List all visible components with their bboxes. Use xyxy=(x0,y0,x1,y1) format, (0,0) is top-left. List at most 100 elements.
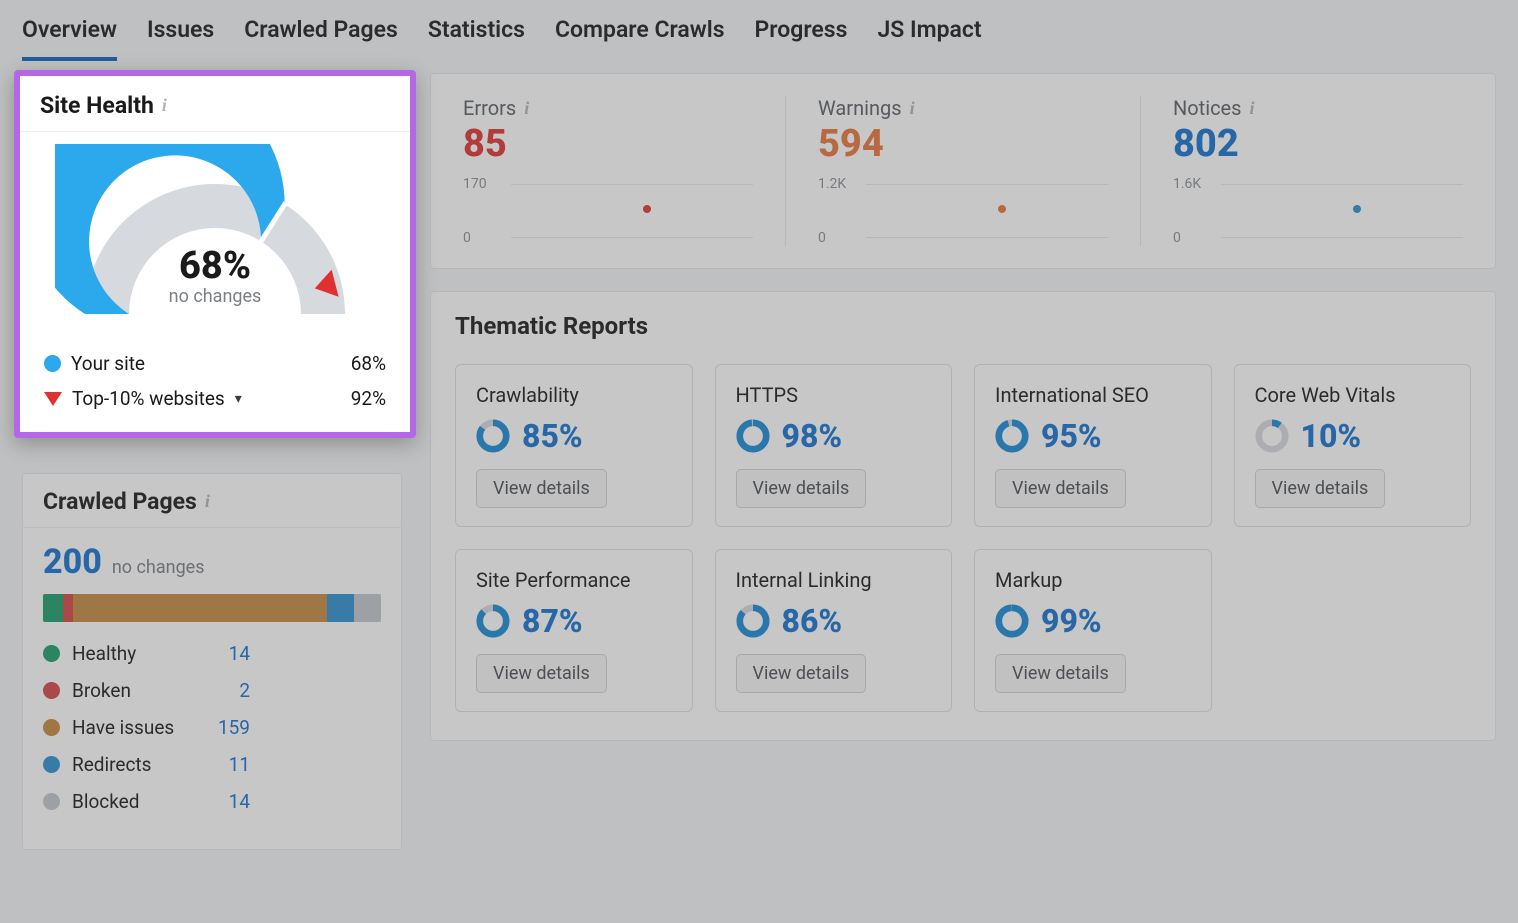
view-details-button[interactable]: View details xyxy=(995,654,1126,693)
legend-top10-left: Top-10% websites ▾ xyxy=(44,387,242,410)
thematic-card-title: Site Performance xyxy=(476,568,672,592)
crawled-legend-row[interactable]: Have issues 159 xyxy=(43,716,381,739)
crawled-legend-value: 159 xyxy=(214,716,250,739)
thematic-score-row: 86% xyxy=(736,602,932,640)
sparkline-gridline xyxy=(511,184,753,185)
thematic-score-row: 95% xyxy=(995,417,1191,455)
view-details-button[interactable]: View details xyxy=(995,469,1126,508)
thematic-pct: 85% xyxy=(522,417,583,455)
thematic-card: Core Web Vitals 10% View details xyxy=(1234,364,1472,527)
crawled-bar-seg-broken xyxy=(63,594,73,622)
warnings-sparkline: 1.2K 0 xyxy=(818,176,1108,246)
thematic-score-row: 99% xyxy=(995,602,1191,640)
view-details-button[interactable]: View details xyxy=(476,469,607,508)
circle-icon xyxy=(43,793,60,810)
crawled-legend-label: Have issues xyxy=(72,716,202,739)
view-details-button[interactable]: View details xyxy=(1255,469,1386,508)
crawled-legend-row[interactable]: Healthy 14 xyxy=(43,642,381,665)
thematic-score-row: 85% xyxy=(476,417,672,455)
warnings-value[interactable]: 594 xyxy=(818,122,1108,166)
info-icon[interactable]: i xyxy=(1249,98,1254,119)
view-details-button[interactable]: View details xyxy=(476,654,607,693)
crawled-legend-value: 14 xyxy=(214,642,250,665)
notices-value[interactable]: 802 xyxy=(1173,122,1463,166)
notices-stat: Notices i 802 1.6K 0 xyxy=(1140,96,1495,246)
sparkline-gridline xyxy=(1221,237,1463,238)
sparkline-gridline xyxy=(1221,184,1463,185)
thematic-score-row: 10% xyxy=(1255,417,1451,455)
legend-top10-label: Top-10% websites xyxy=(72,387,225,410)
site-health-legend: Your site 68% Top-10% websites ▾ 92% xyxy=(20,334,410,432)
info-icon[interactable]: i xyxy=(524,98,529,119)
donut-icon xyxy=(736,419,770,453)
view-details-button[interactable]: View details xyxy=(736,654,867,693)
thematic-card: Internal Linking86%View details xyxy=(715,549,953,712)
notices-label-row: Notices i xyxy=(1173,96,1463,120)
legend-your-site-value: 68% xyxy=(351,352,386,375)
info-icon[interactable]: i xyxy=(205,491,210,512)
info-icon[interactable]: i xyxy=(910,98,915,119)
tab-js-impact[interactable]: JS Impact xyxy=(877,16,981,61)
tab-compare-crawls[interactable]: Compare Crawls xyxy=(555,16,725,61)
notices-label: Notices xyxy=(1173,96,1241,120)
tab-statistics[interactable]: Statistics xyxy=(428,16,525,61)
errors-label-row: Errors i xyxy=(463,96,753,120)
site-health-header: Site Health i xyxy=(20,76,410,132)
crawled-legend-label: Healthy xyxy=(72,642,202,665)
errors-ymin: 0 xyxy=(463,230,471,246)
donut-icon xyxy=(476,419,510,453)
chevron-down-icon[interactable]: ▾ xyxy=(235,391,242,407)
thematic-score-row: 87% xyxy=(476,602,672,640)
errors-ymax: 170 xyxy=(463,176,487,192)
thematic-pct: 95% xyxy=(1041,417,1102,455)
donut-icon xyxy=(995,604,1029,638)
crawled-pages-body: 200 no changes Healthy 14 Broken2 Have issu… xyxy=(23,528,401,849)
info-icon[interactable]: i xyxy=(162,95,167,116)
tab-issues[interactable]: Issues xyxy=(147,16,214,61)
sparkline-gridline xyxy=(866,237,1108,238)
crawled-legend-row[interactable]: Broken2 xyxy=(43,679,381,702)
thematic-pct: 99% xyxy=(1041,602,1102,640)
circle-icon xyxy=(43,645,60,662)
thematic-card: Crawlability85%View details xyxy=(455,364,693,527)
tab-progress[interactable]: Progress xyxy=(755,16,848,61)
warnings-label-row: Warnings i xyxy=(818,96,1108,120)
notices-sparkline: 1.6K 0 xyxy=(1173,176,1463,246)
site-health-card: Site Health i 68%no changes Your site 68… xyxy=(14,70,416,438)
thematic-pct: 98% xyxy=(782,417,843,455)
legend-your-site-label: Your site xyxy=(71,352,145,375)
svg-text:68%: 68% xyxy=(179,244,251,288)
circle-icon xyxy=(43,756,60,773)
site-health-gauge: 68%no changes xyxy=(20,132,410,334)
thematic-card: Site Performance 87% View details xyxy=(455,549,693,712)
thematic-card-title: Markup xyxy=(995,568,1191,592)
crawled-legend-row[interactable]: Redirects11 xyxy=(43,753,381,776)
tab-overview[interactable]: Overview xyxy=(22,16,117,61)
thematic-card-title: Core Web Vitals xyxy=(1255,383,1451,407)
donut-icon xyxy=(1255,419,1289,453)
warnings-dot-icon xyxy=(998,205,1006,213)
crawled-pages-subtext: no changes xyxy=(112,557,205,578)
crawled-pages-bar xyxy=(43,594,381,622)
right-column: Errors i 85 170 0 Warnings i 594 xyxy=(430,73,1496,850)
errors-value[interactable]: 85 xyxy=(463,122,753,166)
thematic-card: HTTPS 98% View details xyxy=(715,364,953,527)
donut-icon xyxy=(995,419,1029,453)
crawled-bar-seg-redirects xyxy=(327,594,354,622)
triangle-down-icon xyxy=(44,392,62,406)
view-details-button[interactable]: View details xyxy=(736,469,867,508)
crawled-legend-row[interactable]: Blocked14 xyxy=(43,790,381,813)
notices-dot-icon xyxy=(1353,205,1361,213)
crawled-pages-card: Crawled Pages i 200 no changes Healthy14… xyxy=(22,473,402,850)
crawled-legend-label: Blocked xyxy=(72,790,202,813)
thematic-card-title: HTTPS xyxy=(736,383,932,407)
errors-label: Errors xyxy=(463,96,516,120)
tab-crawled-pages[interactable]: Crawled Pages xyxy=(244,16,398,61)
crawled-legend-label: Broken xyxy=(72,679,202,702)
crawled-pages-count[interactable]: 200 xyxy=(43,542,102,582)
legend-your-site-left: Your site xyxy=(44,352,145,375)
crawled-pages-topline: 200 no changes xyxy=(43,542,381,582)
circle-icon xyxy=(43,719,60,736)
thematic-card-title: International SEO xyxy=(995,383,1191,407)
legend-top10[interactable]: Top-10% websites ▾ 92% xyxy=(44,387,386,410)
